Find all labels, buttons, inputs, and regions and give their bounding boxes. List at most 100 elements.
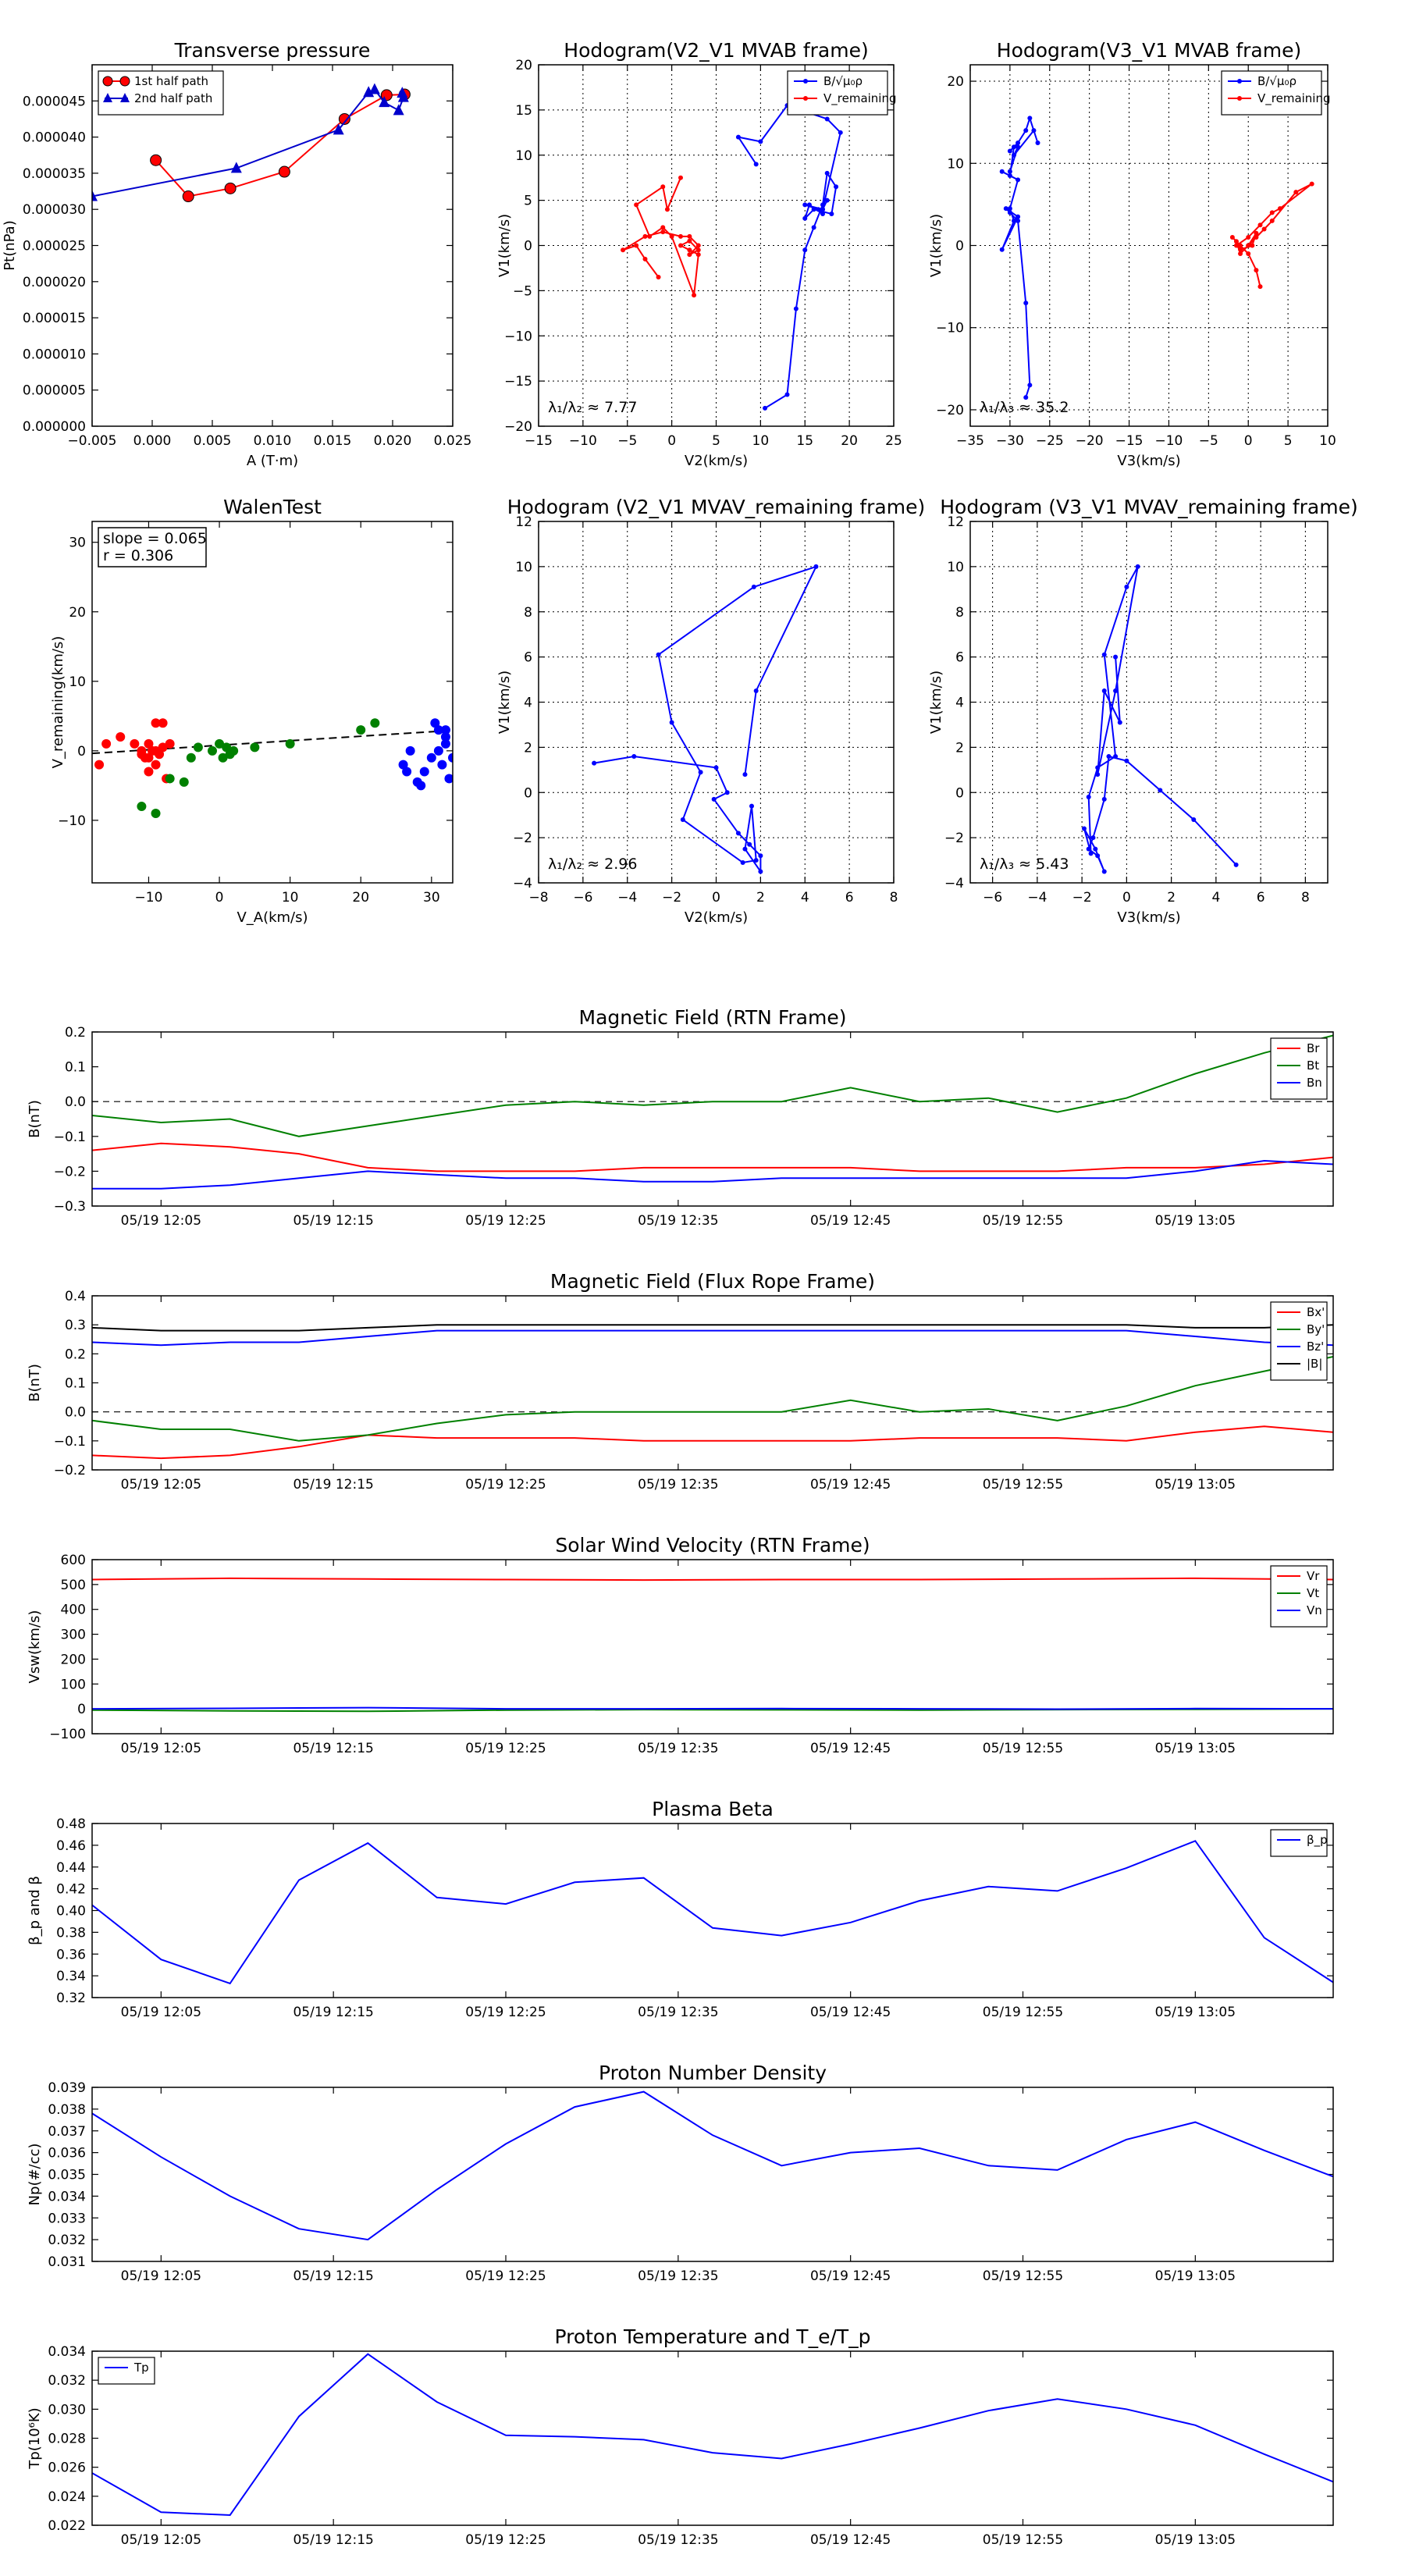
data-point [802, 215, 808, 221]
y-tick-label: 8 [955, 605, 964, 621]
x-tick-label: 05/19 12:45 [810, 2268, 891, 2284]
y-tick-label: 0.038 [48, 2102, 86, 2118]
data-point [802, 247, 808, 253]
x-tick-label: 05/19 12:05 [121, 2268, 201, 2284]
y-tick-label: −10 [504, 329, 532, 344]
data-point [1007, 169, 1012, 174]
data-point [1293, 190, 1299, 195]
data-point [621, 247, 626, 253]
data-point [193, 742, 203, 753]
data-point [758, 853, 763, 859]
axes-frame [91, 1823, 1334, 1998]
data-point [363, 86, 375, 98]
data-point [1023, 301, 1029, 306]
data-point [1233, 862, 1239, 867]
x-tick-label: 05/19 13:05 [1155, 1213, 1236, 1229]
data-point [182, 190, 194, 203]
data-point [647, 233, 653, 239]
y-tick-label: 0.44 [56, 1860, 86, 1876]
legend: β_p [1270, 1829, 1328, 1857]
data-point [1101, 688, 1107, 694]
x-tick-label: 0 [1122, 890, 1131, 906]
data-point [753, 858, 759, 863]
data-point [753, 162, 759, 167]
series-line [92, 2090, 1333, 2241]
axes-frame [91, 64, 454, 427]
y-tick-label: 0.030 [48, 2402, 86, 2418]
y-tick-label: 0.034 [48, 2189, 86, 2204]
data-point [94, 760, 105, 770]
x-tick-label: 05/19 12:55 [983, 2268, 1063, 2284]
x-tick-label: −10 [1154, 433, 1183, 449]
series-By' [92, 1356, 1333, 1442]
x-tick-label: 05/19 12:45 [810, 2532, 891, 2548]
data-point [656, 652, 661, 657]
x-tick-label: 05/19 12:45 [810, 1213, 891, 1229]
y-tick-label: 0.000035 [23, 166, 86, 182]
legend-box [98, 70, 224, 116]
y-tick-label: 0 [524, 785, 532, 801]
y-tick-label: 4 [955, 696, 964, 711]
data-point [680, 817, 685, 822]
y-tick-label: −0.1 [54, 1434, 86, 1450]
data-point [687, 247, 692, 253]
series-|B| [92, 1324, 1333, 1332]
y-tick-label: 10 [947, 156, 964, 172]
y-tick-label: 0.000040 [23, 130, 86, 146]
x-tick-label: −20 [1076, 433, 1104, 449]
legend-box [1270, 1301, 1328, 1381]
chart-title: Hodogram(V2_V1 MVAB frame) [564, 39, 868, 62]
data-point [230, 162, 242, 173]
data-point [229, 745, 239, 756]
data-point [1257, 284, 1263, 290]
data-point [1016, 214, 1021, 219]
x-tick-label: 0 [712, 890, 720, 906]
x-tick-label: −15 [525, 433, 553, 449]
data-point [711, 796, 717, 802]
legend-box [98, 2357, 155, 2385]
legend: Bx' By' Bz' |B| [1270, 1301, 1328, 1381]
data-point [151, 760, 161, 770]
x-tick-label: 05/19 12:35 [638, 1741, 718, 1756]
data-point [669, 233, 674, 239]
chart-beta: 05/19 12:05 05/19 12:15 05/19 12:25 05/19 1… [27, 1798, 1334, 2020]
x-tick-label: 25 [885, 433, 902, 449]
x-tick-label: 05/19 12:55 [983, 2005, 1063, 2020]
y-tick-label: 30 [69, 535, 86, 551]
data-point [440, 732, 450, 742]
legend-label: Bz' [1307, 1340, 1324, 1354]
x-tick-label: 05/19 12:45 [810, 2005, 891, 2020]
data-point [824, 170, 830, 176]
data-point [824, 116, 830, 122]
series-line [1083, 566, 1237, 872]
y-tick-label: 2 [955, 740, 964, 756]
legend-label: Vn [1307, 1603, 1322, 1617]
legend-label: Bx' [1307, 1305, 1325, 1319]
x-tick-label: −10 [569, 433, 597, 449]
series-Bz' [92, 1329, 1333, 1347]
axes-frame [538, 521, 895, 884]
data-point [1011, 152, 1016, 158]
data-point [379, 96, 390, 108]
chart-title: Magnetic Field (Flux Rope Frame) [550, 1270, 875, 1293]
chart-title: Hodogram (V2_V1 MVAV_remaining frame) [507, 496, 926, 518]
x-tick-label: 0.025 [434, 433, 472, 449]
y-axis-label: β_p and β [27, 1876, 43, 1945]
data-point [740, 859, 745, 865]
data-point [1246, 251, 1251, 257]
x-tick-label: 05/19 12:25 [465, 1213, 546, 1229]
data-point [793, 306, 799, 311]
x-tick-label: 05/19 12:15 [293, 2532, 373, 2548]
legend-label: By' [1307, 1322, 1325, 1336]
y-tick-label: 0.2 [65, 1347, 86, 1362]
data-point [1016, 144, 1021, 150]
data-point [1090, 835, 1096, 841]
chart-title: Transverse pressure [174, 39, 371, 62]
data-point [1086, 846, 1091, 852]
y-tick-label: −10 [58, 813, 86, 829]
y-axis-label: Np(#/cc) [27, 2144, 43, 2206]
y-tick-label: 0 [955, 785, 964, 801]
